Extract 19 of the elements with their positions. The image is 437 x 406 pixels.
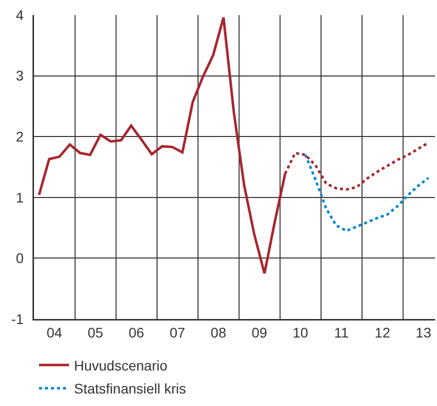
x-tick-label: 09 — [252, 324, 268, 340]
x-tick-label: 12 — [374, 324, 390, 340]
y-tick-label: 1 — [16, 189, 24, 206]
x-tick-label: 11 — [334, 324, 349, 340]
y-tick-label: 2 — [16, 128, 24, 144]
x-tick-label: 10 — [292, 324, 308, 340]
x-tick-label: 13 — [416, 324, 432, 340]
x-tick-label: 07 — [170, 324, 186, 340]
y-tick-label: 0 — [16, 250, 24, 266]
x-tick-label: 06 — [128, 324, 144, 340]
legend-label: Statsfinansiell kris — [74, 380, 186, 397]
x-tick-label: 05 — [88, 324, 104, 340]
y-tick-label: -1 — [11, 310, 24, 327]
x-tick-label: 04 — [46, 324, 62, 340]
x-tick-label: 08 — [210, 324, 226, 340]
y-tick-label: 3 — [16, 68, 24, 84]
legend-label: Huvudscenario — [74, 357, 168, 374]
y-tick-label: 4 — [16, 6, 24, 23]
line-series — [304, 154, 430, 232]
